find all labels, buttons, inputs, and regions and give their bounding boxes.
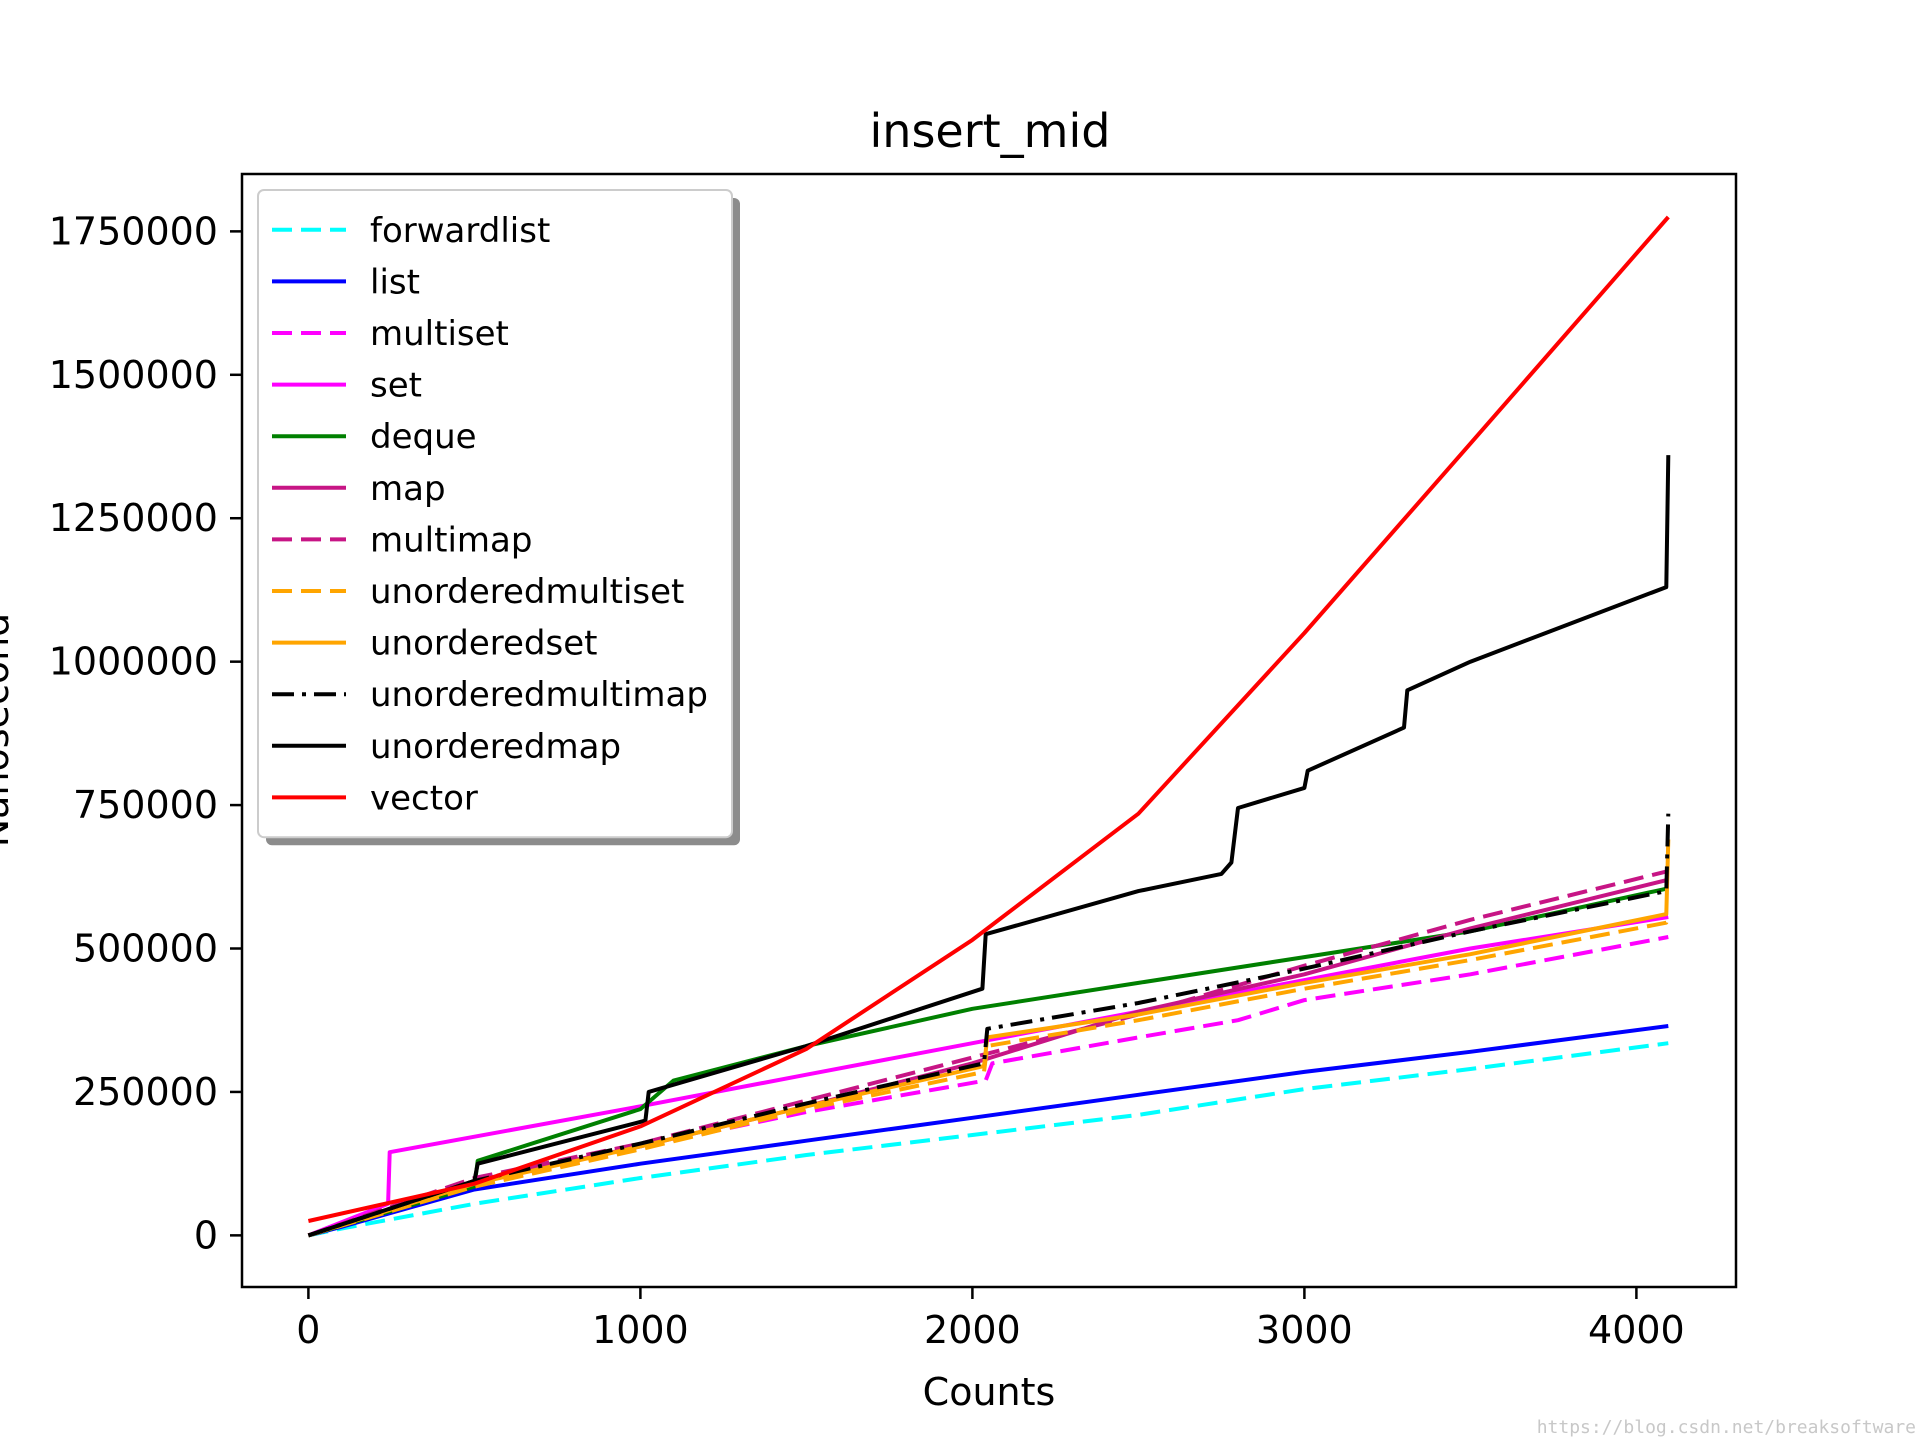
- y-tick-label: 1000000: [49, 640, 218, 684]
- x-tick-label: 2000: [924, 1308, 1021, 1352]
- x-tick-label: 0: [296, 1308, 320, 1352]
- legend-label-map: map: [370, 469, 446, 509]
- legend-label-multimap: multimap: [370, 520, 532, 560]
- y-tick-label: 250000: [73, 1070, 218, 1114]
- series-line-set: [307, 915, 1669, 1238]
- legend-label-unorderedmap: unorderedmap: [370, 727, 621, 767]
- series-line-forwardlist: [307, 1041, 1669, 1238]
- x-tick-label: 1000: [592, 1308, 689, 1352]
- plot-frame: [240, 172, 1738, 1289]
- legend-label-unorderedmultiset: unorderedmultiset: [370, 572, 684, 612]
- y-tick-label: 1250000: [49, 496, 218, 540]
- y-tick-label: 500000: [73, 927, 218, 971]
- legend-box: [257, 189, 733, 839]
- y-axis-label: Nanosecond: [0, 613, 17, 848]
- y-tick-label: 1500000: [49, 353, 218, 397]
- chart-title: insert_mid: [870, 104, 1111, 158]
- legend-label-list: list: [370, 262, 420, 302]
- plot-lines: [307, 215, 1671, 1238]
- legend: forwardlist list multiset set deque map multim…: [257, 189, 740, 846]
- y-tick-label: 1750000: [49, 209, 218, 253]
- legend-label-forwardlist: forwardlist: [370, 211, 550, 251]
- watermark: https://blog.csdn.net/breaksoftware: [1537, 1417, 1916, 1438]
- y-tick-label: 0: [194, 1213, 218, 1257]
- series-line-unorderedmultimap: [307, 813, 1671, 1238]
- x-axis: 0 1000 2000 3000 4000: [296, 1287, 1685, 1352]
- x-tick-label: 3000: [1256, 1308, 1353, 1352]
- legend-label-set: set: [370, 366, 422, 406]
- y-axis: 0 250000 500000 750000 1000000 1250000 1500000…: [49, 209, 242, 1257]
- legend-label-deque: deque: [370, 417, 477, 457]
- legend-label-vector: vector: [370, 778, 478, 818]
- y-tick-label: 750000: [73, 783, 218, 827]
- legend-label-multiset: multiset: [370, 314, 509, 354]
- x-tick-label: 4000: [1588, 1308, 1685, 1352]
- legend-label-unorderedmultimap: unorderedmultimap: [370, 675, 708, 715]
- legend-label-unorderedset: unorderedset: [370, 624, 597, 664]
- series-line-vector: [307, 215, 1670, 1223]
- series-line-unorderedmap: [307, 455, 1671, 1238]
- x-axis-label: Counts: [923, 1370, 1056, 1414]
- series-line-unorderedmultiset: [307, 913, 1671, 1238]
